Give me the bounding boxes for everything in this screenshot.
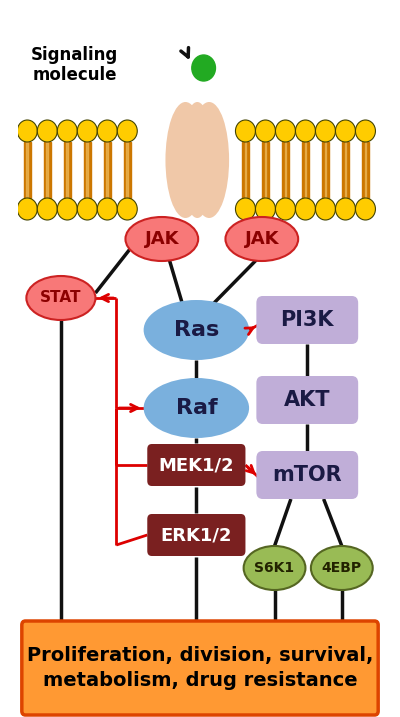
Text: mTOR: mTOR	[272, 465, 342, 485]
FancyBboxPatch shape	[147, 514, 246, 556]
Ellipse shape	[126, 217, 198, 261]
Bar	[322, 142, 329, 198]
Circle shape	[256, 120, 276, 142]
Bar	[124, 142, 131, 198]
Circle shape	[57, 120, 77, 142]
Text: Ras: Ras	[174, 320, 219, 340]
Text: Signaling: Signaling	[31, 46, 118, 64]
Bar	[262, 142, 269, 198]
Bar	[66, 142, 68, 198]
Bar	[86, 142, 88, 198]
Circle shape	[97, 198, 117, 220]
Circle shape	[296, 120, 316, 142]
Ellipse shape	[189, 102, 229, 218]
FancyBboxPatch shape	[256, 376, 358, 424]
Circle shape	[356, 198, 376, 220]
FancyBboxPatch shape	[256, 296, 358, 344]
Circle shape	[117, 120, 137, 142]
Bar	[364, 142, 366, 198]
Circle shape	[77, 120, 97, 142]
FancyBboxPatch shape	[22, 621, 378, 715]
Circle shape	[276, 120, 296, 142]
Text: STAT: STAT	[40, 290, 82, 305]
Bar	[304, 142, 306, 198]
Bar	[106, 142, 108, 198]
Bar	[242, 142, 249, 198]
Circle shape	[336, 120, 356, 142]
Bar	[324, 142, 326, 198]
Circle shape	[37, 198, 57, 220]
Circle shape	[77, 198, 97, 220]
Bar	[342, 142, 349, 198]
Circle shape	[336, 198, 356, 220]
Circle shape	[236, 120, 256, 142]
Bar	[344, 142, 346, 198]
Bar	[302, 142, 309, 198]
FancyBboxPatch shape	[147, 444, 246, 486]
Circle shape	[356, 120, 376, 142]
FancyBboxPatch shape	[256, 451, 358, 499]
Bar	[104, 142, 111, 198]
Ellipse shape	[144, 300, 249, 360]
Circle shape	[117, 198, 137, 220]
Circle shape	[316, 198, 336, 220]
Circle shape	[97, 120, 117, 142]
Text: ERK1/2: ERK1/2	[161, 526, 232, 544]
Bar	[84, 142, 91, 198]
Bar	[44, 142, 51, 198]
Bar	[362, 142, 369, 198]
Ellipse shape	[226, 217, 298, 261]
Ellipse shape	[181, 102, 214, 218]
Bar	[282, 142, 289, 198]
Bar	[264, 142, 266, 198]
Circle shape	[192, 55, 216, 81]
Bar	[126, 142, 128, 198]
Bar	[46, 142, 48, 198]
Bar	[284, 142, 286, 198]
Text: AKT: AKT	[284, 390, 330, 410]
Text: PI3K: PI3K	[280, 310, 334, 330]
Circle shape	[17, 120, 37, 142]
Text: 4EBP: 4EBP	[322, 561, 362, 575]
Circle shape	[57, 198, 77, 220]
Bar	[26, 142, 28, 198]
Text: Raf: Raf	[176, 398, 217, 418]
Bar	[24, 142, 31, 198]
Circle shape	[17, 198, 37, 220]
Ellipse shape	[244, 546, 306, 590]
Circle shape	[37, 120, 57, 142]
Circle shape	[316, 120, 336, 142]
Circle shape	[276, 198, 296, 220]
Circle shape	[296, 198, 316, 220]
Text: metabolism, drug resistance: metabolism, drug resistance	[43, 672, 357, 690]
Bar	[64, 142, 71, 198]
Bar	[244, 142, 246, 198]
Ellipse shape	[311, 546, 373, 590]
Ellipse shape	[144, 378, 249, 438]
Circle shape	[236, 198, 256, 220]
Text: Proliferation, division, survival,: Proliferation, division, survival,	[27, 645, 373, 665]
Ellipse shape	[26, 276, 96, 320]
Text: JAK: JAK	[244, 230, 279, 248]
Circle shape	[256, 198, 276, 220]
Text: MEK1/2: MEK1/2	[158, 456, 234, 474]
Text: S6K1: S6K1	[254, 561, 295, 575]
Text: JAK: JAK	[144, 230, 179, 248]
Ellipse shape	[166, 102, 206, 218]
Text: molecule: molecule	[32, 66, 117, 84]
